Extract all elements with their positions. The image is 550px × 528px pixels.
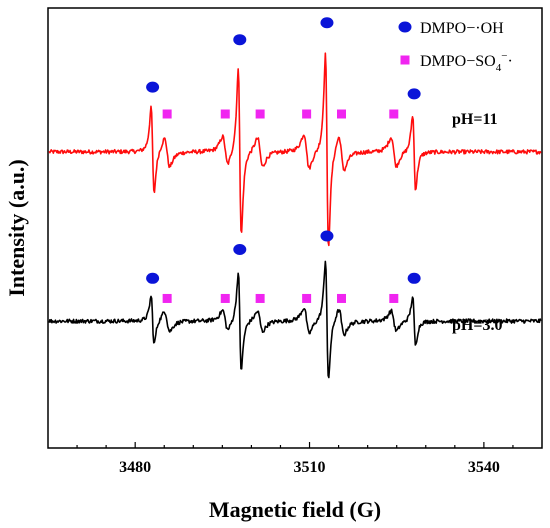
x-tick-label: 3480 <box>119 459 151 476</box>
series-layer <box>48 52 542 379</box>
dmpo-oh-marker <box>320 230 334 242</box>
dmpo-oh-marker <box>233 244 247 256</box>
dmpo-oh-marker <box>320 17 334 29</box>
dmpo-so4-marker <box>336 109 346 119</box>
dmpo-so4-marker <box>255 293 265 303</box>
series-line-ph11 <box>48 52 542 247</box>
trace-label-ph11: pH=11 <box>452 111 498 128</box>
x-axis-ticks: 3480 3510 3540 <box>76 442 514 476</box>
legend-circle-icon <box>398 21 412 33</box>
x-axis-title: Magnetic field (G) <box>209 497 381 522</box>
dmpo-oh-marker <box>233 34 247 46</box>
legend-square-icon <box>400 55 410 65</box>
legend-label-dmpo-so4: DMPO−SO4−· <box>420 50 513 74</box>
markers-layer <box>146 17 421 303</box>
dmpo-oh-marker <box>146 81 160 93</box>
legend: DMPO−·OH DMPO−SO4−· <box>398 20 513 74</box>
plot-border <box>47 7 543 449</box>
dmpo-oh-marker <box>407 272 421 284</box>
legend-label-dmpo-oh: DMPO−·OH <box>420 20 504 37</box>
dmpo-so4-marker <box>336 293 346 303</box>
dmpo-so4-marker <box>302 293 312 303</box>
dmpo-oh-marker <box>407 88 421 100</box>
dmpo-so4-marker <box>162 293 172 303</box>
dmpo-so4-marker <box>255 109 265 119</box>
dmpo-so4-marker <box>162 109 172 119</box>
plot-frame <box>47 7 543 449</box>
x-tick-label: 3510 <box>294 459 326 476</box>
dmpo-so4-marker <box>389 293 399 303</box>
series-line-ph3 <box>48 260 542 379</box>
x-tick-label: 3540 <box>468 459 500 476</box>
dmpo-so4-marker <box>302 109 312 119</box>
y-axis-title: Intensity (a.u.) <box>4 159 29 297</box>
dmpo-so4-marker <box>220 293 230 303</box>
dmpo-oh-marker <box>146 272 160 284</box>
dmpo-so4-marker <box>220 109 230 119</box>
dmpo-so4-marker <box>389 109 399 119</box>
trace-label-ph3: pH=3.0 <box>452 317 502 334</box>
